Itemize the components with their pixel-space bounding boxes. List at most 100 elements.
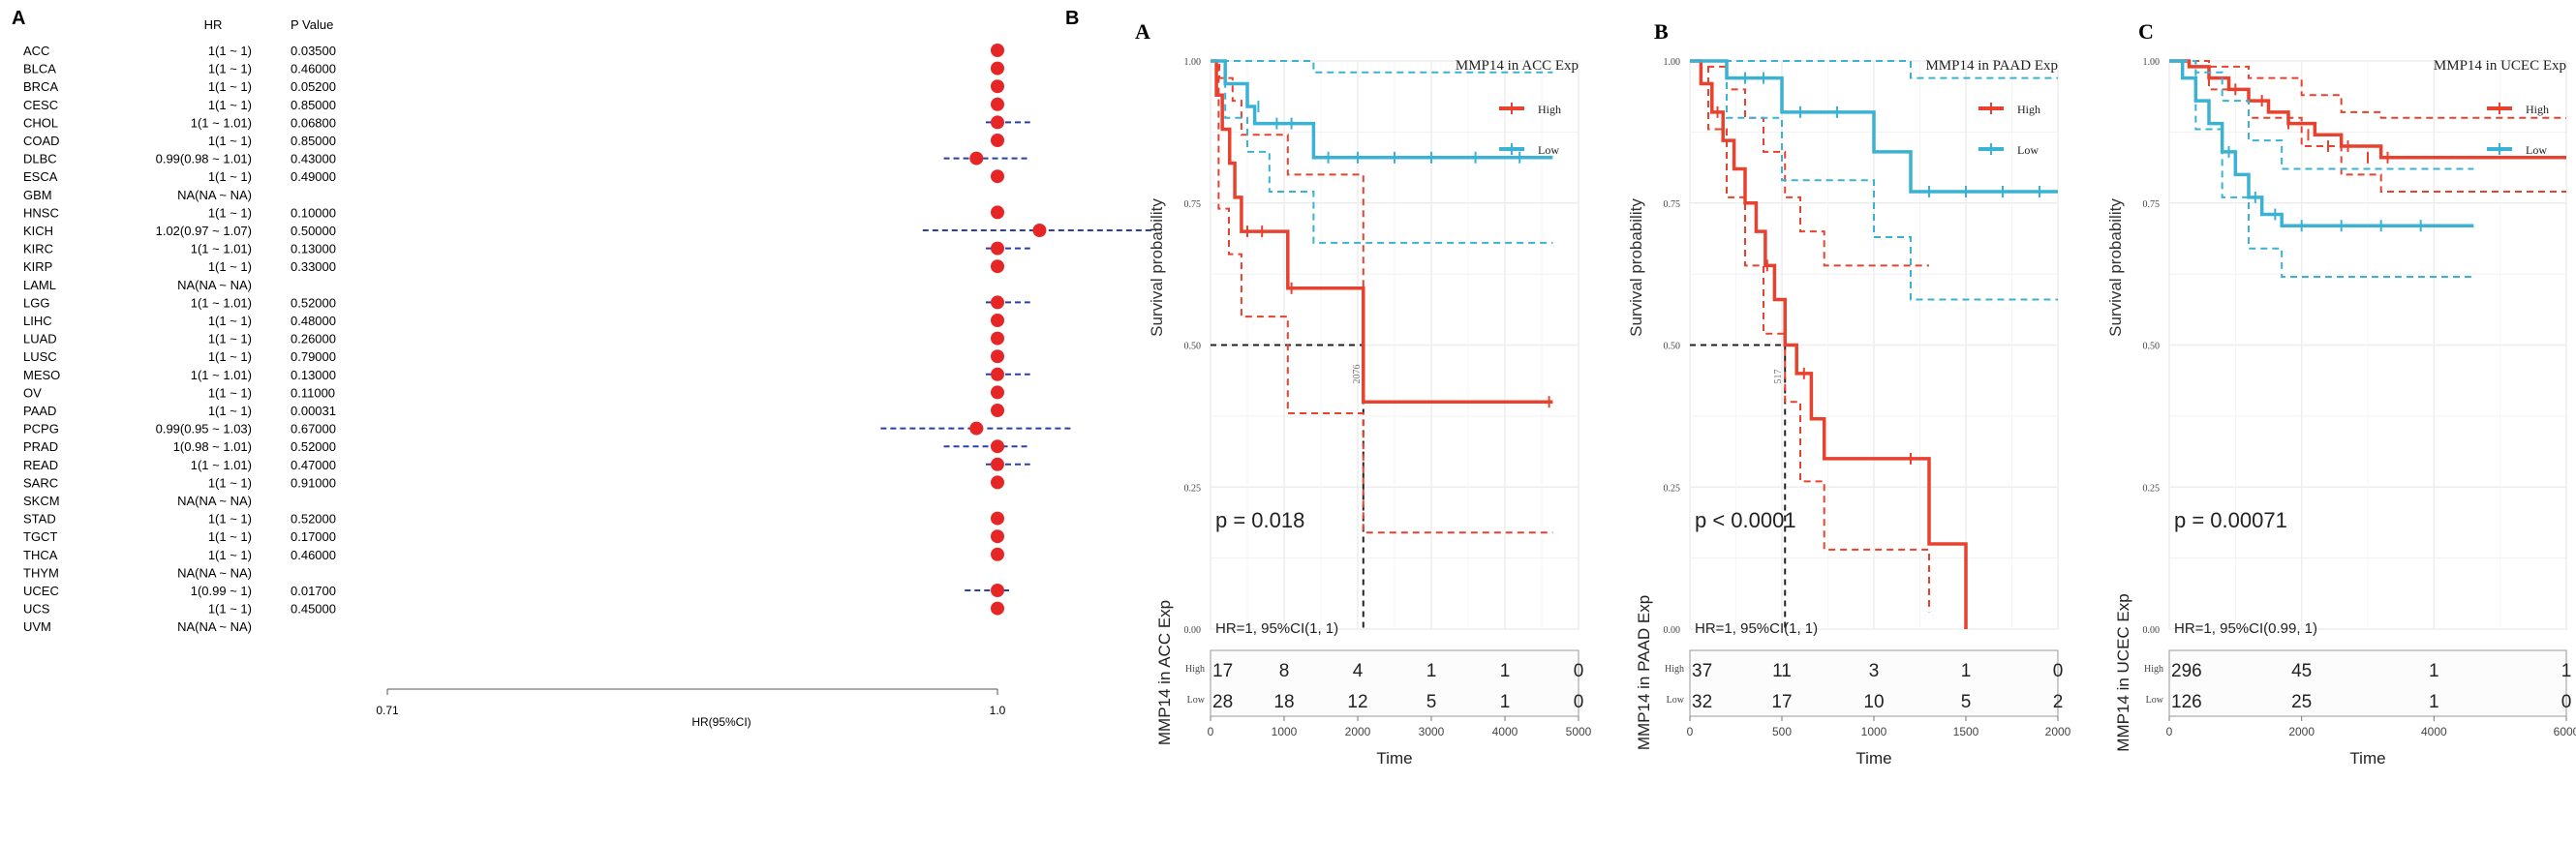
forest-row-hr: NA(NA ~ NA) [177,494,252,508]
forest-row-name: THCA [23,548,58,562]
forest-row-hr: 1(1 ~ 1) [208,548,252,562]
km-risk-count: 10 [1863,692,1884,712]
km-x-tick-label: 2000 [1345,725,1371,738]
forest-point [991,475,1004,490]
km-risk-count: 1 [2429,692,2439,712]
forest-point [991,169,1004,184]
forest-plot: HR P Value ACC 1(1 ~ 1) 0.03500 BLCA 1(1 ~ 1) 0… [23,17,1157,729]
forest-point [991,314,1004,327]
forest-row-name: BRCA [23,79,58,94]
km-risk-y-label: MMP14 in UCEC Exp [2114,593,2132,751]
forest-row-hr: 1(1 ~ 1.01) [191,115,252,130]
forest-row-name: SARC [23,475,58,490]
km-y-tick-label: 0.00 [2143,625,2161,636]
km-risk-count: 0 [2053,661,2064,681]
forest-row-p: 0.17000 [291,529,336,544]
km-panel-paad: 0.00 0.25 0.50 0.75 1.00 Survival probability… [1627,19,2071,768]
km-y-tick-label: 0.25 [2143,483,2161,494]
forest-row-hr: 1(1 ~ 1) [208,349,252,364]
forest-row-name: COAD [23,134,60,148]
km-risk-count: 1 [1500,692,1511,712]
forest-point [991,134,1004,147]
forest-point [991,79,1004,94]
forest-row-name: CHOL [23,115,58,130]
forest-point [991,584,1004,597]
forest-row-name: STAD [23,512,56,527]
forest-row-p: 0.06800 [291,115,336,130]
forest-row-hr: 1(1 ~ 1) [208,314,252,328]
km-y-tick-label: 0.00 [1664,625,1681,636]
km-x-tick-label: 5000 [1566,725,1592,738]
forest-point [991,97,1004,111]
forest-row-p: 0.01700 [291,584,336,598]
forest-row-hr: 1(1 ~ 1) [208,332,252,346]
km-y-label: Survival probability [2106,198,2125,337]
forest-point [991,295,1004,310]
forest-row-p: 0.48000 [291,314,336,328]
km-y-tick-label: 0.00 [1184,625,1202,636]
forest-point [991,205,1004,220]
km-risk-row-label: High [1665,664,1684,675]
forest-row-p: 0.05200 [291,79,336,94]
forest-row-hr: NA(NA ~ NA) [177,565,252,580]
forest-row-hr: 1(1 ~ 1.01) [191,242,252,256]
km-ci-upper [1211,60,1553,74]
km-ci-upper [2169,60,2474,170]
km-y-label: Survival probability [1627,198,1645,337]
km-y-tick-label: 0.25 [1184,483,1202,494]
km-legend-label: Low [1538,143,1559,157]
km-curve [1211,59,1553,404]
forest-row-hr: 1(1 ~ 1) [208,475,252,490]
km-legend-label: High [2017,103,2040,116]
km-pvalue: p < 0.0001 [1695,508,1796,532]
km-risk-count: 25 [2291,692,2312,712]
forest-point [1032,224,1047,237]
forest-point [991,349,1004,364]
forest-row-name: LGG [23,295,49,310]
forest-row-name: KIRC [23,242,53,256]
km-x-tick-label: 0 [2166,725,2173,738]
km-hr-text: HR=1, 95%CI(1, 1) [1695,620,1818,637]
forest-row-hr: 1(1 ~ 1) [208,205,252,220]
forest-row-hr: NA(NA ~ NA) [177,619,252,634]
forest-row-name: SKCM [23,494,60,508]
forest-row-p: 0.03500 [291,44,336,58]
km-risk-y-label: MMP14 in PAAD Exp [1635,595,1653,750]
km-risk-table [2168,649,2567,717]
km-y-tick-label: 0.75 [1664,199,1681,210]
km-median-label: 2076 [1352,365,1363,384]
km-risk-table [1210,649,1579,717]
forest-point [969,421,984,436]
forest-row-name: READ [23,458,58,472]
km-curve [1690,59,1968,629]
forest-row-p: 0.13000 [291,368,336,382]
km-x-tick-label: 1000 [1272,725,1298,738]
km-risk-y-label: MMP14 in ACC Exp [1155,600,1174,745]
forest-row-p: 0.46000 [291,548,336,562]
forest-row-p: 0.26000 [291,332,336,346]
forest-row-name: KIRP [23,259,52,274]
forest-row-hr: 1(1 ~ 1) [208,44,252,58]
km-title: MMP14 in UCEC Exp [2434,58,2566,74]
forest-row-hr: 1(1 ~ 1) [208,529,252,544]
km-risk-count: 18 [1273,692,1294,712]
km-risk-row-label: Low [1667,695,1685,706]
km-x-tick-label: 500 [1772,725,1792,738]
km-risk-count: 296 [2171,661,2202,681]
forest-row-name: UCS [23,602,50,617]
forest-row-p: 0.67000 [291,422,336,437]
km-x-tick-label: 4000 [2421,725,2447,738]
forest-row-name: LUAD [23,332,57,346]
km-ci-upper [1690,60,1929,267]
forest-row-hr: 0.99(0.95 ~ 1.03) [156,422,252,437]
km-risk-count: 12 [1347,692,1367,712]
km-panel-acc: 0.00 0.25 0.50 0.75 1.00 Survival probability… [1135,19,1592,768]
forest-row-p: 0.52000 [291,295,336,310]
km-curve [2169,59,2566,160]
km-ci-lower [2169,60,2566,194]
forest-point [991,404,1004,417]
forest-point [991,457,1004,471]
km-x-tick-label: 2000 [2045,725,2071,738]
forest-row-hr: 1(1 ~ 1) [208,259,252,274]
panel-label-a: A [12,8,25,29]
